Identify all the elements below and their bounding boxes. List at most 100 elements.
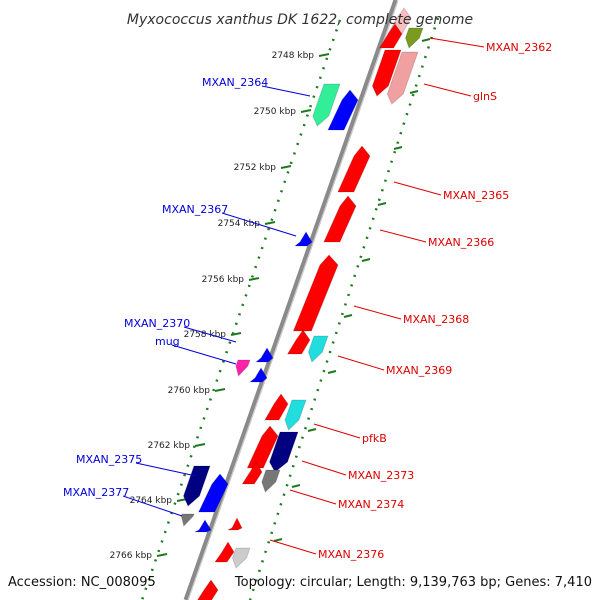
label-leader	[171, 344, 237, 365]
gene-forward	[261, 469, 281, 493]
tick-mark	[214, 388, 226, 392]
gene-label: MXAN_2368	[403, 313, 469, 326]
outer-tick-mark	[393, 146, 403, 150]
outer-tick-mark	[409, 90, 419, 94]
gene-forward	[194, 519, 212, 533]
genome-summary-text: Topology: circular; Length: 9,139,763 bp…	[234, 575, 592, 590]
gene-reverse	[404, 27, 424, 49]
gene-label: MXAN_2376	[318, 548, 384, 561]
label-leader	[183, 326, 237, 343]
outer-tick-mark	[421, 38, 431, 42]
tick-label: 2764 kbp	[130, 496, 173, 506]
label-leader	[429, 37, 485, 48]
genome-backbone	[183, 0, 399, 600]
gene-reverse	[371, 49, 402, 97]
label-leader	[289, 489, 337, 505]
gene-reverse	[241, 461, 263, 485]
label-leader	[379, 229, 427, 243]
gene-reverse	[323, 195, 357, 243]
guide-line-outer	[248, 17, 440, 600]
outer-tick-mark	[343, 314, 353, 318]
gene-forward	[293, 231, 313, 247]
tick-label: 2754 kbp	[218, 219, 261, 229]
tick-mark	[264, 221, 276, 225]
outer-tick-mark	[307, 428, 317, 432]
tick-label: 2762 kbp	[148, 441, 191, 451]
outer-tick-mark	[361, 258, 371, 262]
outer-tick-mark	[327, 370, 337, 374]
label-leader	[269, 539, 317, 555]
gene-label: MXAN_2369	[386, 364, 452, 377]
gene-reverse	[378, 23, 403, 49]
gene-reverse	[292, 254, 339, 332]
gene-reverse	[196, 579, 219, 600]
gene-forward	[327, 89, 359, 131]
tick-mark	[248, 277, 260, 281]
gene-forward	[231, 547, 251, 569]
gene-label: MXAN_2377	[63, 486, 129, 499]
label-leader	[313, 423, 361, 439]
gene-reverse	[286, 329, 311, 355]
gene-reverse	[227, 516, 243, 531]
tick-label: 2760 kbp	[168, 386, 211, 396]
tick-label: 2756 kbp	[202, 275, 245, 285]
outer-tick-mark	[273, 538, 283, 542]
gene-features	[180, 7, 424, 600]
gene-forward	[268, 431, 299, 473]
gene-label: MXAN_2373	[348, 469, 414, 482]
tick-mark	[318, 53, 330, 57]
tick-label: 2758 kbp	[184, 330, 227, 340]
gene-reverse	[337, 145, 371, 193]
gene-label: MXAN_2370	[124, 317, 190, 330]
tick-mark	[280, 165, 292, 169]
gene-forward	[182, 465, 211, 507]
tick-label: 2748 kbp	[272, 51, 315, 61]
tick-mark	[230, 332, 242, 336]
tick-mark	[194, 443, 206, 447]
tick-label: 2766 kbp	[110, 551, 153, 561]
gene-label: glnS	[473, 90, 497, 103]
label-leader	[261, 85, 311, 97]
gene-label: MXAN_2374	[338, 498, 404, 511]
gene-label: MXAN_2362	[486, 41, 552, 54]
tick-mark	[156, 553, 168, 557]
accession-text: Accession: NC_008095	[8, 575, 156, 590]
gene-label: pfkB	[362, 432, 387, 445]
gene-label: MXAN_2367	[162, 203, 228, 216]
label-leader	[423, 83, 472, 97]
tick-mark	[300, 109, 312, 113]
gene-forward	[312, 83, 341, 127]
gene-forward	[235, 359, 251, 378]
outer-tick-mark	[291, 484, 301, 488]
label-leader	[353, 305, 402, 320]
tick-marks: 2748 kbp 2750 kbp 2752 kbp 2754 kbp 2756 kbp…	[110, 38, 431, 561]
label-leader	[393, 181, 442, 196]
gene-forward	[284, 399, 307, 431]
gene-label: MXAN_2375	[76, 453, 142, 466]
tick-label: 2750 kbp	[254, 107, 297, 117]
gene-label: MXAN_2364	[202, 76, 268, 89]
label-leader	[135, 462, 197, 477]
label-leader	[122, 495, 183, 517]
gene-forward	[254, 347, 274, 363]
gene-label: MXAN_2366	[428, 236, 494, 249]
gene-reverse	[264, 393, 289, 421]
label-leader	[337, 355, 385, 371]
guide-line-inner	[140, 19, 342, 600]
gene-forward	[248, 367, 268, 383]
backbone-highlight	[187, 0, 399, 600]
gene-forward	[307, 335, 329, 363]
gene-label: mug	[155, 335, 180, 348]
gene-forward	[180, 513, 195, 528]
label-leader	[221, 212, 297, 237]
gene-label: MXAN_2365	[443, 189, 509, 202]
gene-forward	[197, 473, 229, 513]
tick-label: 2752 kbp	[234, 163, 277, 173]
label-leader	[301, 460, 347, 476]
map-title: Myxococcus xanthus DK 1622, complete gen…	[127, 12, 473, 28]
dotted-guide-lines	[140, 17, 440, 600]
gene-reverse	[214, 541, 235, 563]
